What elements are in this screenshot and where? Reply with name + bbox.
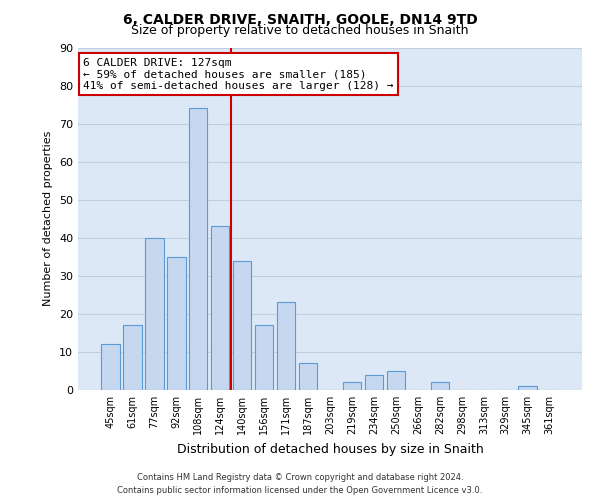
Bar (518, 386, 537, 390)
Bar (431, 382, 449, 390)
Text: Contains HM Land Registry data © Crown copyright and database right 2024.
Contai: Contains HM Land Registry data © Crown c… (118, 473, 482, 495)
Bar (386, 371, 405, 390)
Text: Size of property relative to detached houses in Snaith: Size of property relative to detached ho… (131, 24, 469, 37)
Bar (145, 238, 164, 390)
Bar (343, 382, 361, 390)
Bar (167, 257, 185, 390)
Bar (123, 326, 142, 390)
Bar (277, 302, 295, 390)
Text: 6 CALDER DRIVE: 127sqm
← 59% of detached houses are smaller (185)
41% of semi-de: 6 CALDER DRIVE: 127sqm ← 59% of detached… (83, 58, 394, 91)
X-axis label: Distribution of detached houses by size in Snaith: Distribution of detached houses by size … (176, 442, 484, 456)
Bar (365, 375, 383, 390)
Bar (189, 108, 208, 390)
Y-axis label: Number of detached properties: Number of detached properties (43, 131, 53, 306)
Bar (299, 364, 317, 390)
Bar (101, 344, 119, 390)
Bar (233, 260, 251, 390)
Text: 6, CALDER DRIVE, SNAITH, GOOLE, DN14 9TD: 6, CALDER DRIVE, SNAITH, GOOLE, DN14 9TD (122, 12, 478, 26)
Bar (255, 326, 274, 390)
Bar (211, 226, 229, 390)
